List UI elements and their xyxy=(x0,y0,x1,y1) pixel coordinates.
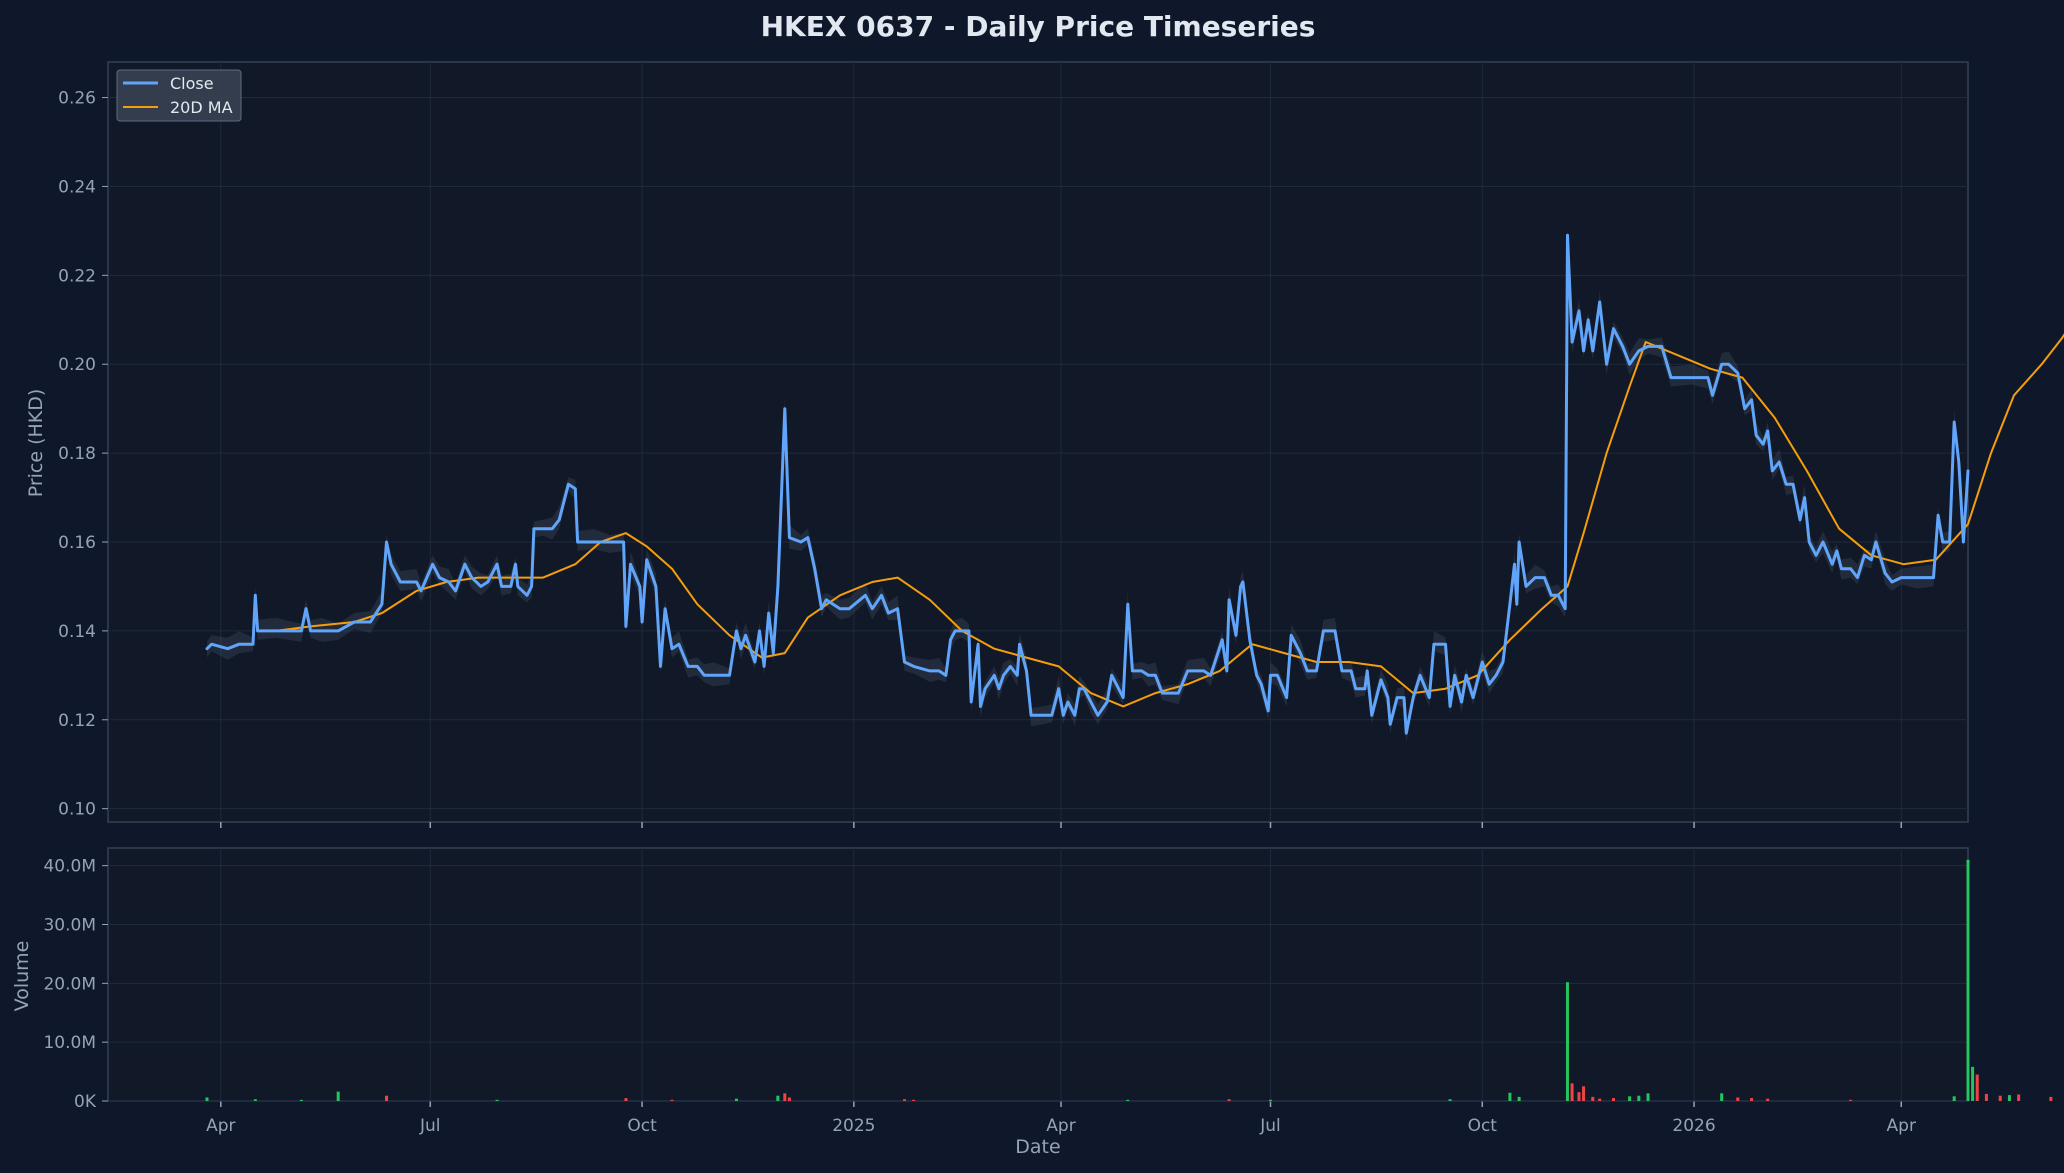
volume-bar xyxy=(1227,1099,1231,1101)
price-y-tick-label: 0.20 xyxy=(58,355,96,375)
volume-bar xyxy=(1628,1096,1632,1101)
price-plot-area xyxy=(107,61,1969,823)
volume-bar xyxy=(385,1095,389,1101)
volume-bar xyxy=(1591,1096,1595,1101)
volume-bar xyxy=(1952,1096,1956,1101)
volume-bar xyxy=(1998,1095,2002,1101)
volume-bar xyxy=(1570,1083,1574,1101)
price-grid xyxy=(108,97,1968,810)
volume-bar xyxy=(624,1098,628,1101)
volume-bar xyxy=(1611,1098,1615,1101)
volume-bar xyxy=(734,1098,738,1101)
legend-ma-label: 20D MA xyxy=(170,98,233,117)
volume-bar xyxy=(1598,1098,1602,1101)
price-y-tick-label: 0.26 xyxy=(58,89,96,109)
volume-plot-area xyxy=(107,847,1969,1102)
legend: Close 20D MA xyxy=(116,69,242,122)
volume-bar xyxy=(253,1099,257,1101)
volume-bar xyxy=(1577,1092,1581,1101)
volume-bar xyxy=(1269,1099,1272,1101)
series-line-close xyxy=(205,233,1970,735)
volume-bar xyxy=(336,1091,340,1101)
volume-bar xyxy=(1966,859,1970,1101)
volume-bar xyxy=(1736,1097,1740,1101)
volume-bar xyxy=(2017,1094,2021,1101)
volume-bar xyxy=(912,1099,916,1101)
volume-bar xyxy=(1565,982,1569,1101)
chart-title: HKEX 0637 - Daily Price Timeseries xyxy=(761,10,1316,43)
x-axis-label: Date xyxy=(1015,1136,1060,1158)
price-y-tick-label: 0.22 xyxy=(58,266,96,286)
volume-bar xyxy=(1517,1096,1521,1101)
volume-bar xyxy=(1582,1086,1586,1101)
volume-bar xyxy=(776,1095,780,1101)
volume-bar xyxy=(1126,1099,1130,1101)
volume-bar xyxy=(299,1099,303,1101)
volume-bar xyxy=(1750,1098,1754,1101)
volume-bar xyxy=(902,1099,906,1101)
x-tick-label: Apr xyxy=(206,1116,235,1136)
price-y-tick-label: 0.18 xyxy=(58,444,96,464)
volume-bar xyxy=(1720,1093,1724,1101)
volume-y-tick-label: 10.0M xyxy=(43,1033,96,1053)
price-y-tick-label: 0.10 xyxy=(58,800,96,820)
price-y-tick-label: 0.14 xyxy=(58,622,96,642)
volume-bar xyxy=(1971,1066,1975,1101)
x-tick-label: 2026 xyxy=(1672,1116,1715,1136)
price-y-axis-label: Price (HKD) xyxy=(25,389,47,498)
x-tick-label: Oct xyxy=(627,1116,657,1136)
x-tick-label: Jul xyxy=(1259,1116,1281,1136)
volume-bar xyxy=(1984,1093,1988,1101)
volume-bar xyxy=(1766,1098,1770,1101)
volume-y-tick-label: 20.0M xyxy=(43,974,96,994)
legend-close-label: Close xyxy=(170,74,214,93)
x-tick-label: Jul xyxy=(419,1116,441,1136)
volume-bar xyxy=(1646,1093,1650,1101)
volume-bar xyxy=(1849,1099,1853,1101)
price-y-tick-label: 0.16 xyxy=(58,533,96,553)
volume-bar xyxy=(2007,1095,2011,1101)
volume-y-axis-label: Volume xyxy=(11,941,33,1012)
volume-bar xyxy=(205,1097,209,1101)
x-tick-label: Apr xyxy=(1046,1116,1075,1136)
volume-bar xyxy=(1508,1092,1512,1101)
x-tick-label: Oct xyxy=(1468,1116,1498,1136)
volume-bar xyxy=(2049,1096,2053,1101)
volume-bar xyxy=(787,1097,791,1101)
x-tick-label: 2025 xyxy=(832,1116,875,1136)
volume-bar xyxy=(670,1099,674,1101)
price-y-tick-label: 0.12 xyxy=(58,711,96,731)
volume-bar xyxy=(1637,1095,1641,1101)
volume-bar xyxy=(783,1093,787,1101)
price-y-tick-label: 0.24 xyxy=(58,177,96,197)
volume-y-tick-label: 0K xyxy=(74,1092,97,1112)
volume-bar xyxy=(1975,1074,1979,1101)
volume-bar xyxy=(495,1099,499,1101)
volume-bar xyxy=(1448,1099,1452,1101)
volume-bars xyxy=(205,859,2053,1101)
volume-y-tick-label: 30.0M xyxy=(43,915,96,935)
volume-y-tick-label: 40.0M xyxy=(43,857,96,877)
x-tick-label: Apr xyxy=(1887,1116,1916,1136)
